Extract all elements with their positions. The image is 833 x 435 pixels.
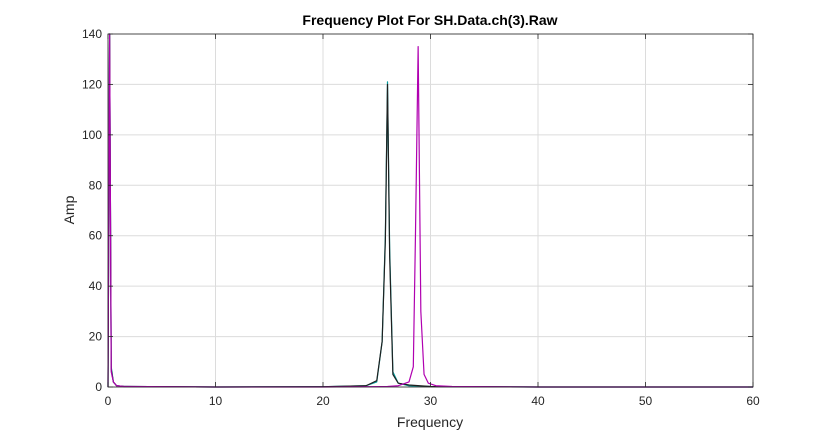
- x-tick-label: 50: [639, 394, 653, 408]
- y-tick-label: 80: [89, 178, 103, 192]
- y-tick-label: 40: [89, 279, 103, 293]
- x-tick-label: 30: [424, 394, 438, 408]
- y-tick-label: 120: [82, 77, 102, 91]
- series-line-2: [107, 33, 753, 388]
- x-tick-label: 20: [316, 394, 330, 408]
- x-axis-label: Frequency: [397, 414, 463, 430]
- y-tick-label: 60: [89, 229, 103, 243]
- x-tick-label: 40: [531, 394, 545, 408]
- ticks: 0 10 20 30 40 50 60 0 20 40 60 80 100 120 140: [82, 27, 760, 408]
- chart-title: Frequency Plot For SH.Data.ch(3).Raw: [302, 12, 557, 28]
- y-axis-label: Amp: [61, 195, 77, 224]
- series-layer: [107, 33, 753, 388]
- x-tick-label: 0: [105, 394, 112, 408]
- y-tick-label: 140: [82, 27, 102, 41]
- x-tick-label: 10: [209, 394, 223, 408]
- y-tick-label: 20: [89, 330, 103, 344]
- x-tick-label: 60: [746, 394, 760, 408]
- y-tick-label: 100: [82, 128, 102, 142]
- y-tick-label: 0: [95, 380, 102, 394]
